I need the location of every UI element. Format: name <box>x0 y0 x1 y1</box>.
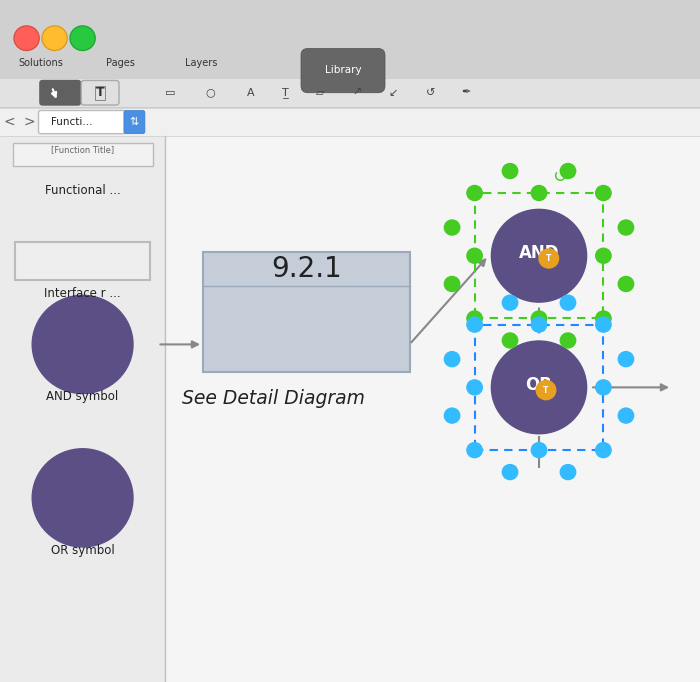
Circle shape <box>491 341 587 434</box>
Text: Functional ...: Functional ... <box>45 184 120 198</box>
Text: ○: ○ <box>205 88 215 98</box>
Circle shape <box>42 26 67 50</box>
Text: T: T <box>96 86 104 100</box>
Text: Library: Library <box>325 65 361 75</box>
Circle shape <box>467 248 482 263</box>
Circle shape <box>531 317 547 332</box>
Text: ▱: ▱ <box>316 88 325 98</box>
Circle shape <box>467 186 482 201</box>
Circle shape <box>503 333 518 348</box>
Circle shape <box>503 164 518 179</box>
Circle shape <box>560 164 575 179</box>
Circle shape <box>491 209 587 302</box>
Text: ↗: ↗ <box>352 88 362 98</box>
Circle shape <box>444 352 460 367</box>
Circle shape <box>560 295 575 310</box>
Text: ▭: ▭ <box>165 88 175 98</box>
Circle shape <box>503 464 518 479</box>
FancyBboxPatch shape <box>38 110 125 134</box>
Text: OR: OR <box>526 376 552 394</box>
FancyBboxPatch shape <box>13 143 153 166</box>
Bar <box>0 78 700 107</box>
Text: ↺: ↺ <box>426 88 435 98</box>
Circle shape <box>596 317 611 332</box>
Circle shape <box>618 408 634 423</box>
FancyBboxPatch shape <box>15 242 150 280</box>
Circle shape <box>444 276 460 291</box>
Text: >: > <box>24 115 35 129</box>
FancyBboxPatch shape <box>301 48 385 93</box>
Circle shape <box>531 443 547 458</box>
Circle shape <box>531 186 547 201</box>
FancyBboxPatch shape <box>81 80 119 105</box>
Circle shape <box>14 26 39 50</box>
Circle shape <box>531 311 547 326</box>
Circle shape <box>70 26 95 50</box>
Text: ↺: ↺ <box>552 168 568 186</box>
Bar <box>0 108 700 136</box>
Circle shape <box>32 449 133 547</box>
Circle shape <box>618 220 634 235</box>
Circle shape <box>539 249 559 268</box>
FancyBboxPatch shape <box>203 252 410 372</box>
Circle shape <box>444 408 460 423</box>
Circle shape <box>467 317 482 332</box>
Text: Functi...: Functi... <box>51 117 93 127</box>
Circle shape <box>596 186 611 201</box>
Circle shape <box>467 380 482 395</box>
Text: OR symbol: OR symbol <box>50 544 115 557</box>
Text: [Function Title]: [Function Title] <box>51 145 114 155</box>
Circle shape <box>32 295 133 394</box>
Text: Solutions: Solutions <box>18 59 63 68</box>
Text: <: < <box>4 115 15 129</box>
Text: Layers: Layers <box>186 59 218 68</box>
Circle shape <box>444 220 460 235</box>
Text: A: A <box>247 88 254 98</box>
Text: ⇅: ⇅ <box>130 117 139 127</box>
Circle shape <box>618 352 634 367</box>
Circle shape <box>503 295 518 310</box>
Text: Interface r ...: Interface r ... <box>44 286 121 300</box>
Circle shape <box>618 276 634 291</box>
Bar <box>0 136 165 682</box>
Bar <box>0 0 700 90</box>
FancyBboxPatch shape <box>124 110 145 134</box>
Circle shape <box>596 443 611 458</box>
Text: ✒: ✒ <box>461 88 470 98</box>
Text: T̲: T̲ <box>282 87 289 98</box>
Circle shape <box>467 443 482 458</box>
FancyBboxPatch shape <box>39 80 81 106</box>
Circle shape <box>560 333 575 348</box>
Circle shape <box>560 464 575 479</box>
Text: AND: AND <box>519 244 559 262</box>
Text: AND symbol: AND symbol <box>46 390 119 404</box>
Text: T: T <box>546 254 552 263</box>
FancyBboxPatch shape <box>0 0 700 95</box>
Text: ↙: ↙ <box>389 88 398 98</box>
Text: Pages: Pages <box>106 59 135 68</box>
Text: See Detail Diagram: See Detail Diagram <box>181 389 365 409</box>
Circle shape <box>596 380 611 395</box>
Text: 9.2.1: 9.2.1 <box>271 255 342 284</box>
Bar <box>165 136 700 682</box>
Circle shape <box>467 311 482 326</box>
Circle shape <box>536 381 556 400</box>
Circle shape <box>596 311 611 326</box>
Text: T: T <box>543 385 549 395</box>
Circle shape <box>596 248 611 263</box>
